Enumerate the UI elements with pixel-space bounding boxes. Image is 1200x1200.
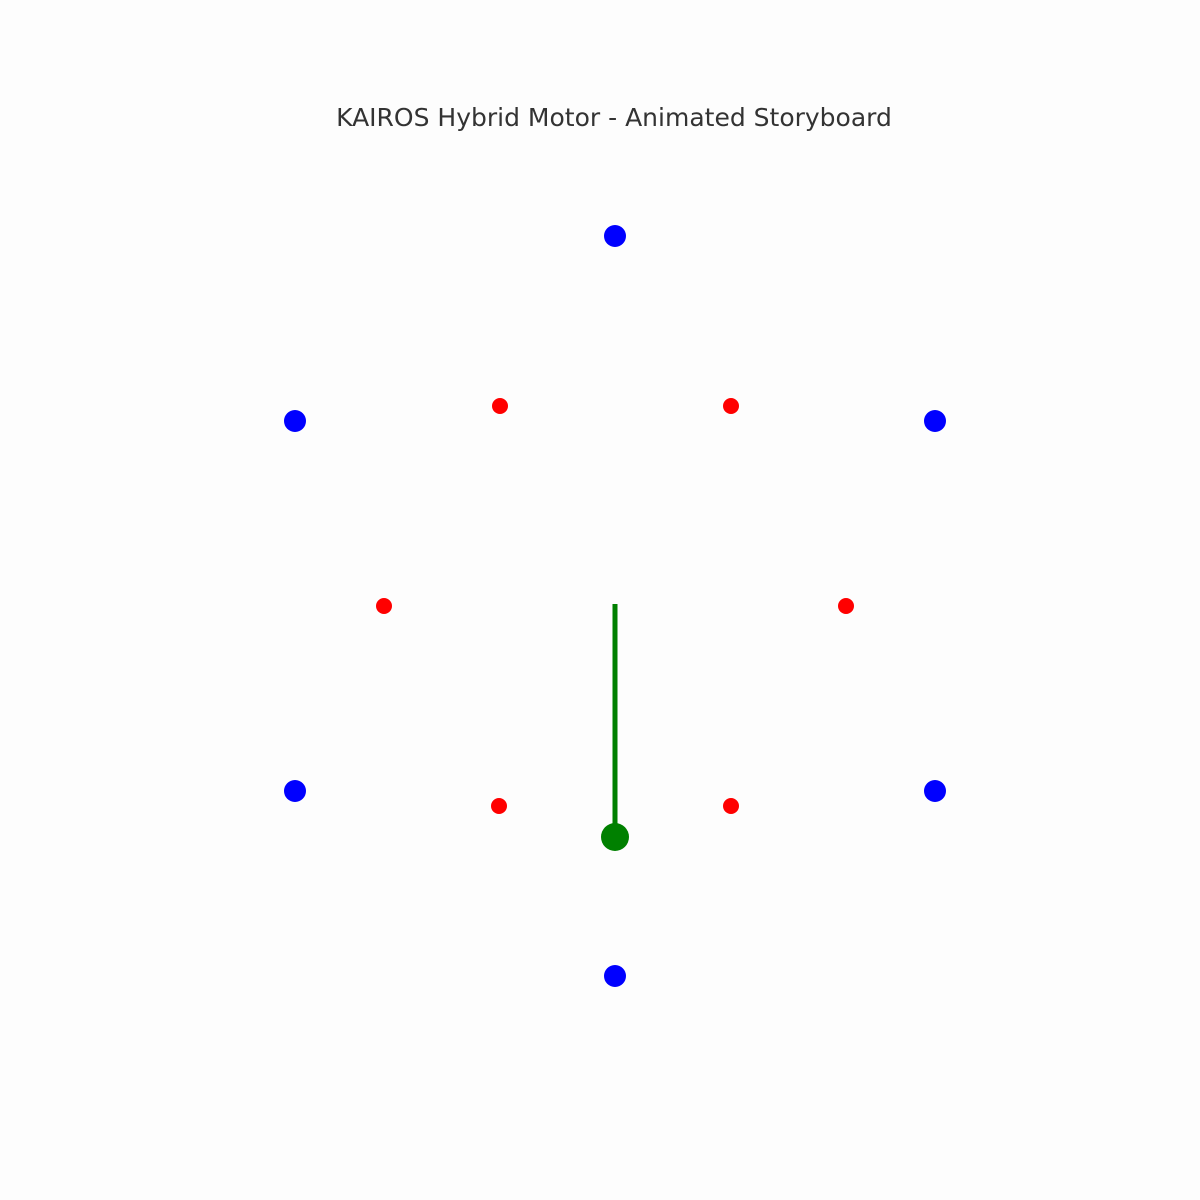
inner-node-ring — [376, 398, 854, 814]
inner-node — [491, 798, 507, 814]
inner-node — [723, 798, 739, 814]
diagram-title: KAIROS Hybrid Motor - Animated Storyboar… — [336, 103, 892, 132]
outer-node — [924, 780, 946, 802]
outer-node — [284, 780, 306, 802]
outer-node — [604, 965, 626, 987]
outer-node-ring — [284, 225, 946, 987]
outer-node — [604, 225, 626, 247]
rotor-tip — [601, 823, 629, 851]
inner-node — [838, 598, 854, 614]
rotor-arm — [601, 604, 629, 851]
inner-node — [723, 398, 739, 414]
inner-node — [376, 598, 392, 614]
outer-node — [284, 410, 306, 432]
inner-node — [492, 398, 508, 414]
outer-node — [924, 410, 946, 432]
